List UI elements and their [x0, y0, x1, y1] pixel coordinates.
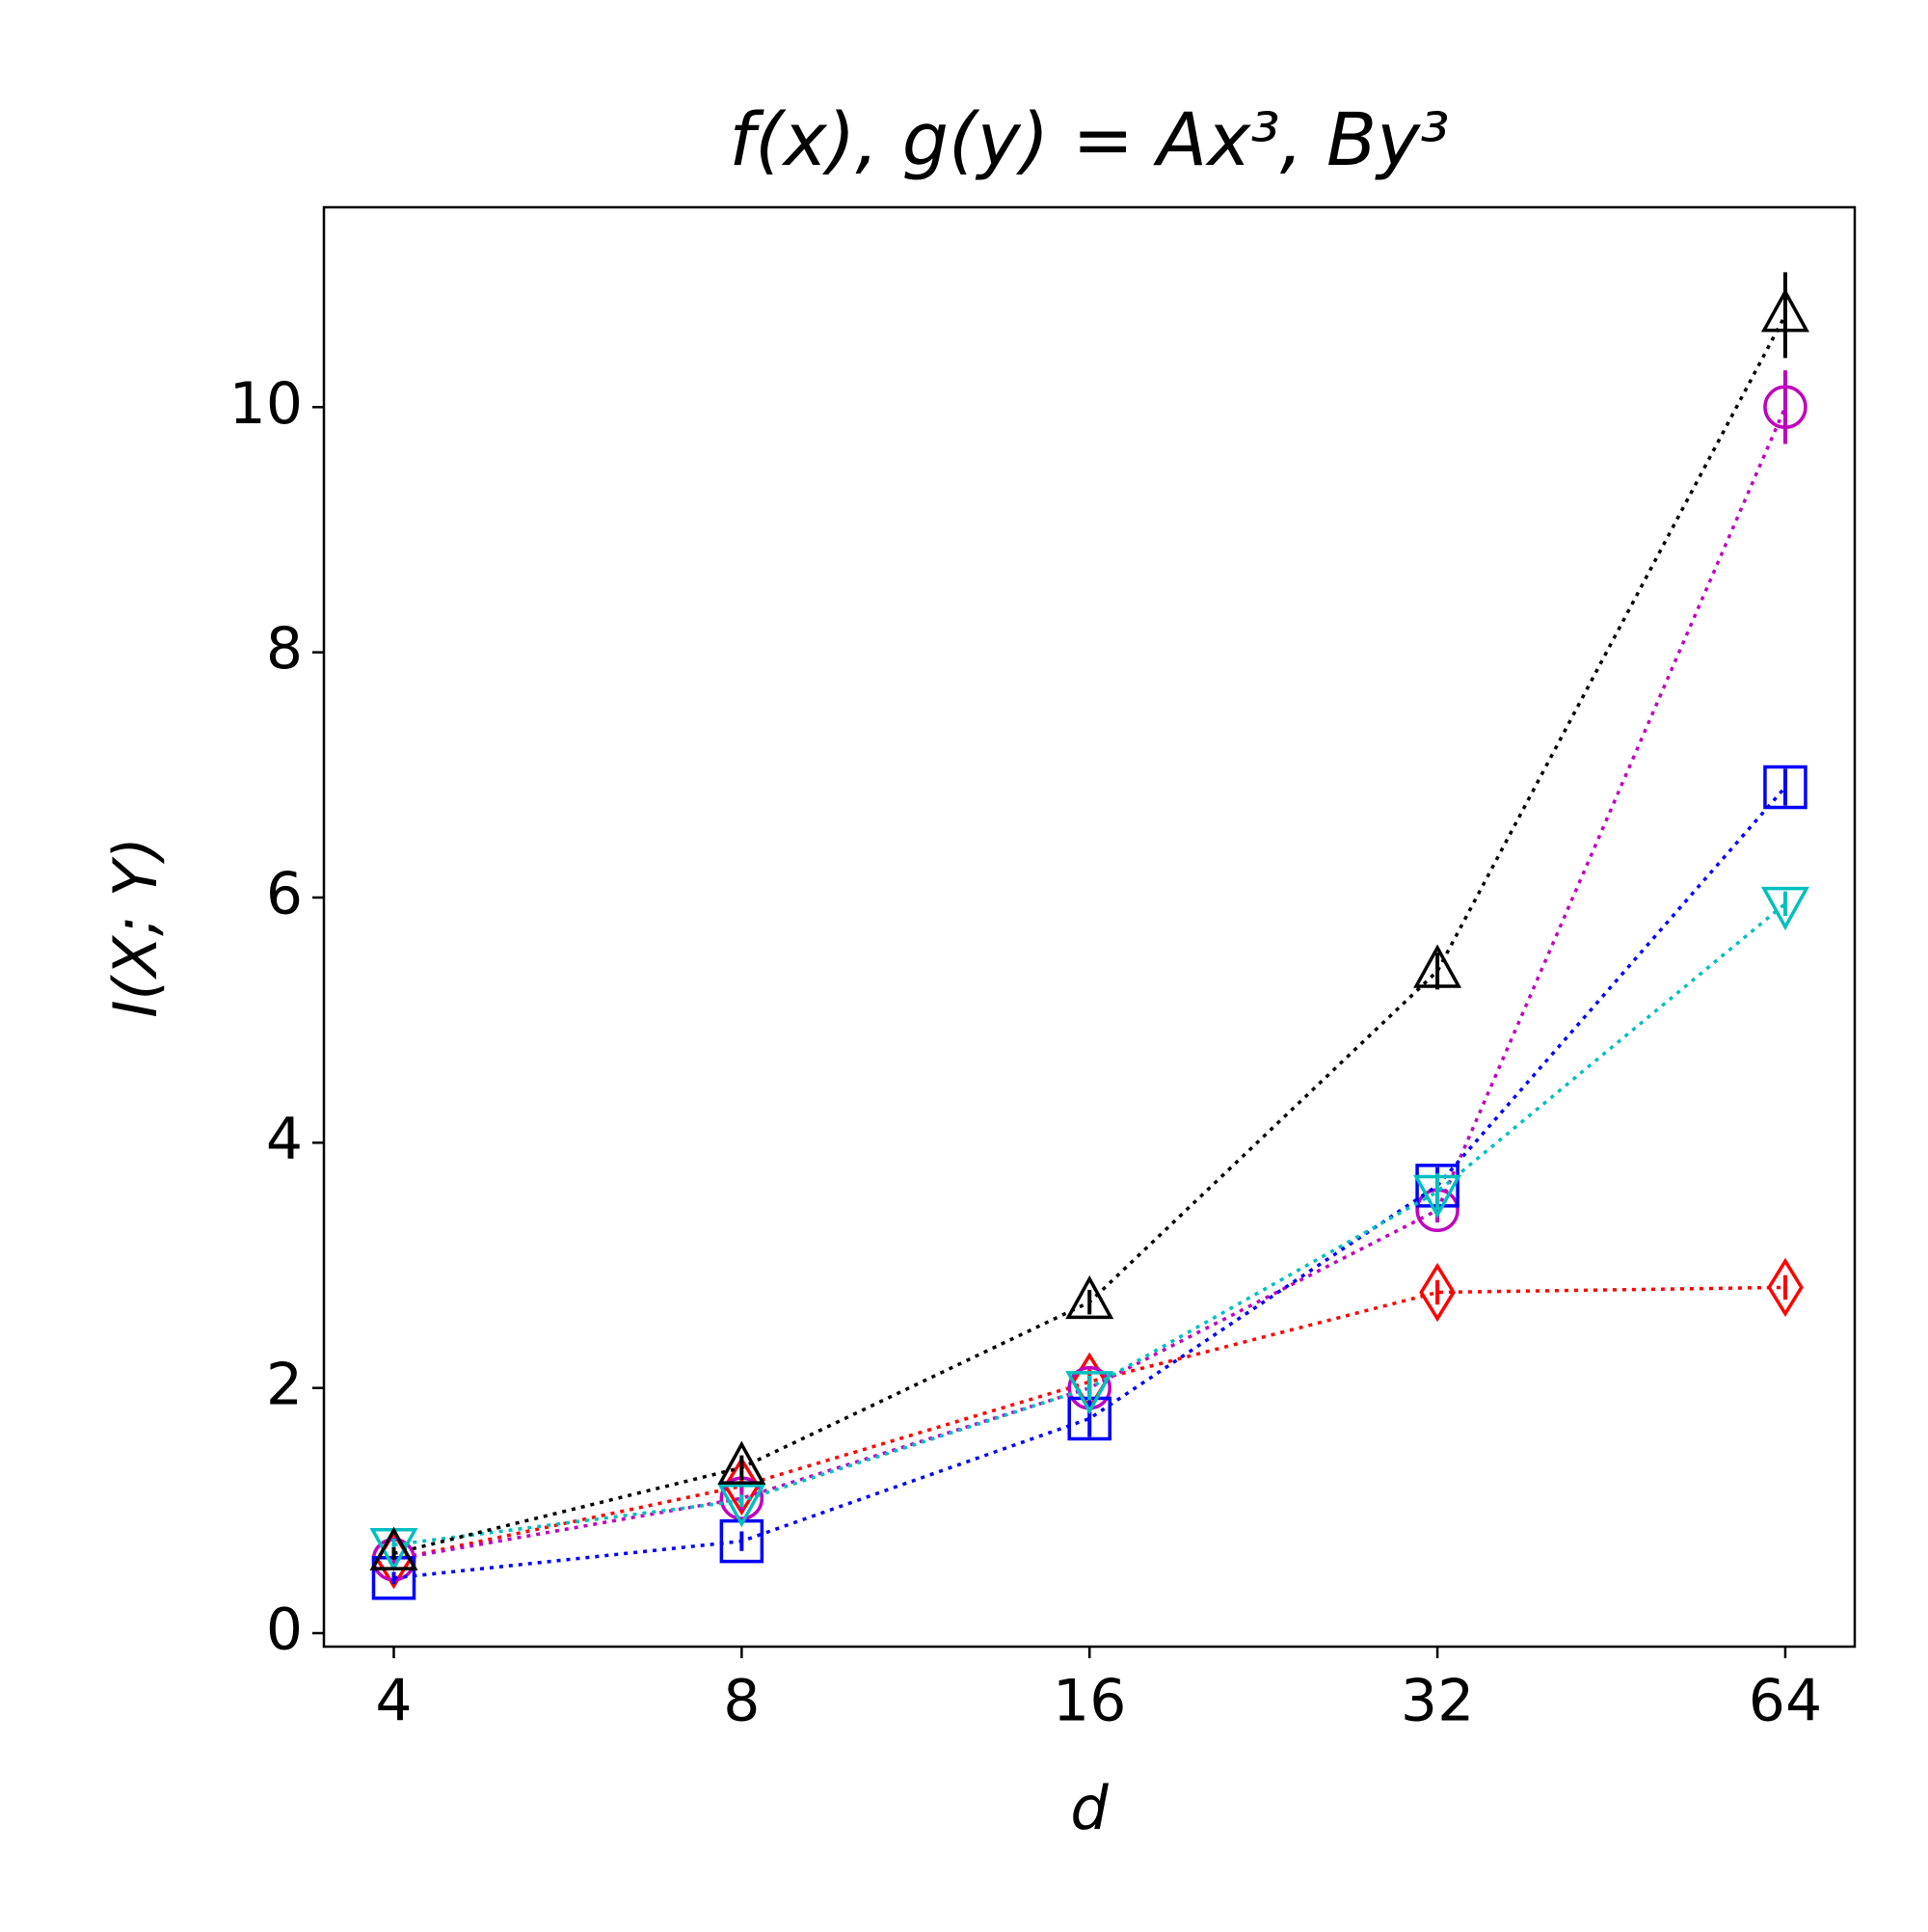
series-line: [393, 406, 1787, 1562]
x-tick-label: 32: [1401, 1668, 1474, 1735]
y-tick-label: 10: [229, 370, 303, 438]
marker: [717, 1440, 766, 1485]
marker: [1760, 288, 1809, 333]
y-tick-label: 2: [266, 1351, 303, 1418]
y-tick-label: 4: [266, 1106, 303, 1173]
marker: [1413, 944, 1462, 988]
y-tick-label: 6: [266, 861, 303, 928]
x-tick-label: 8: [723, 1668, 760, 1735]
marker: [1419, 1262, 1456, 1323]
plot-frame: [322, 205, 1857, 1649]
marker: [369, 1526, 418, 1570]
x-tick-label: 16: [1053, 1668, 1126, 1735]
marker: [717, 1484, 766, 1528]
y-axis-label: I(X; Y): [100, 837, 171, 1018]
marker: [1763, 385, 1808, 430]
marker: [1065, 1371, 1114, 1415]
marker: [1065, 1275, 1114, 1320]
y-tick-label: 8: [266, 615, 303, 683]
chart-title: f(x), g(y) = Ax³, By³: [729, 96, 1449, 182]
x-axis-label: d: [1070, 1773, 1109, 1843]
marker: [1767, 1257, 1804, 1318]
series-line: [393, 786, 1787, 1580]
marker: [723, 1456, 761, 1516]
x-tick-label: 4: [375, 1668, 412, 1735]
marker: [1413, 1174, 1462, 1219]
x-tick-label: 64: [1749, 1668, 1822, 1735]
marker: [1760, 886, 1809, 931]
y-tick-label: 0: [266, 1597, 303, 1664]
marker: [1763, 765, 1808, 810]
